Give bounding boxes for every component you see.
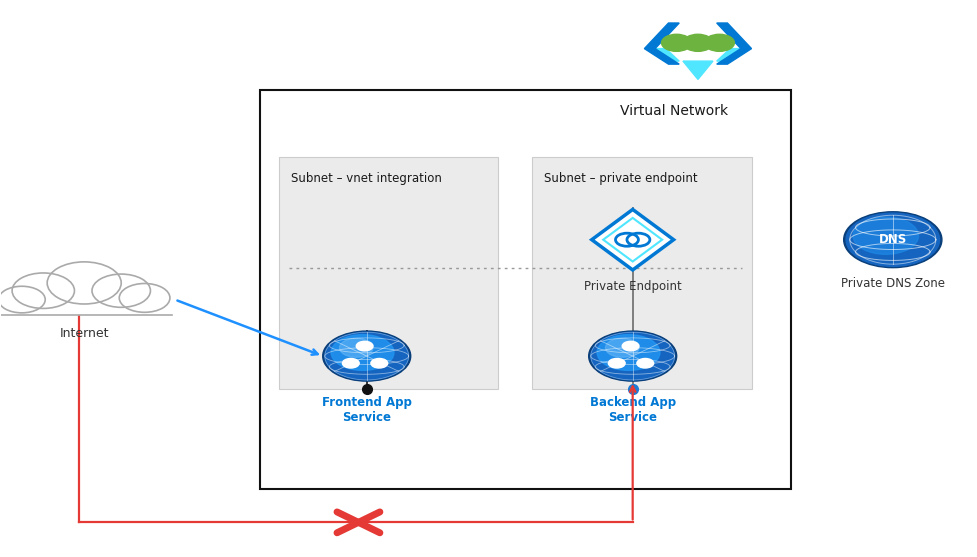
FancyBboxPatch shape: [279, 157, 498, 389]
Circle shape: [637, 359, 654, 368]
FancyBboxPatch shape: [532, 157, 751, 389]
Circle shape: [597, 335, 659, 370]
FancyBboxPatch shape: [0, 292, 172, 315]
Circle shape: [589, 331, 677, 381]
Circle shape: [622, 341, 639, 351]
FancyBboxPatch shape: [260, 90, 790, 489]
Circle shape: [846, 213, 940, 266]
Circle shape: [339, 338, 373, 357]
Circle shape: [342, 359, 360, 368]
Circle shape: [12, 273, 74, 309]
Text: Frontend App
Service: Frontend App Service: [321, 396, 411, 424]
Circle shape: [92, 274, 150, 307]
Polygon shape: [717, 23, 751, 64]
Circle shape: [0, 286, 45, 313]
Circle shape: [331, 335, 394, 370]
Circle shape: [704, 35, 735, 51]
Text: Backend App
Service: Backend App Service: [590, 396, 676, 424]
Polygon shape: [683, 61, 713, 80]
Circle shape: [844, 212, 942, 267]
Text: Virtual Network: Virtual Network: [619, 104, 728, 118]
Circle shape: [324, 333, 408, 380]
Circle shape: [591, 333, 674, 380]
Text: Subnet – vnet integration: Subnet – vnet integration: [291, 172, 442, 185]
Circle shape: [609, 359, 625, 368]
Circle shape: [357, 341, 373, 351]
Circle shape: [119, 284, 170, 312]
Circle shape: [683, 35, 713, 51]
Polygon shape: [717, 48, 741, 61]
Circle shape: [661, 35, 692, 51]
Text: Private DNS Zone: Private DNS Zone: [841, 277, 945, 290]
Text: DNS: DNS: [878, 233, 907, 246]
Text: Private Endpoint: Private Endpoint: [584, 280, 682, 292]
Polygon shape: [592, 209, 673, 270]
Circle shape: [853, 217, 918, 255]
Text: Subnet – private endpoint: Subnet – private endpoint: [544, 172, 698, 185]
Polygon shape: [603, 218, 662, 261]
Text: Internet: Internet: [60, 328, 109, 340]
Polygon shape: [645, 23, 679, 64]
Circle shape: [322, 331, 410, 381]
Circle shape: [47, 262, 121, 304]
Polygon shape: [656, 48, 679, 61]
Circle shape: [606, 338, 639, 357]
Circle shape: [371, 359, 388, 368]
